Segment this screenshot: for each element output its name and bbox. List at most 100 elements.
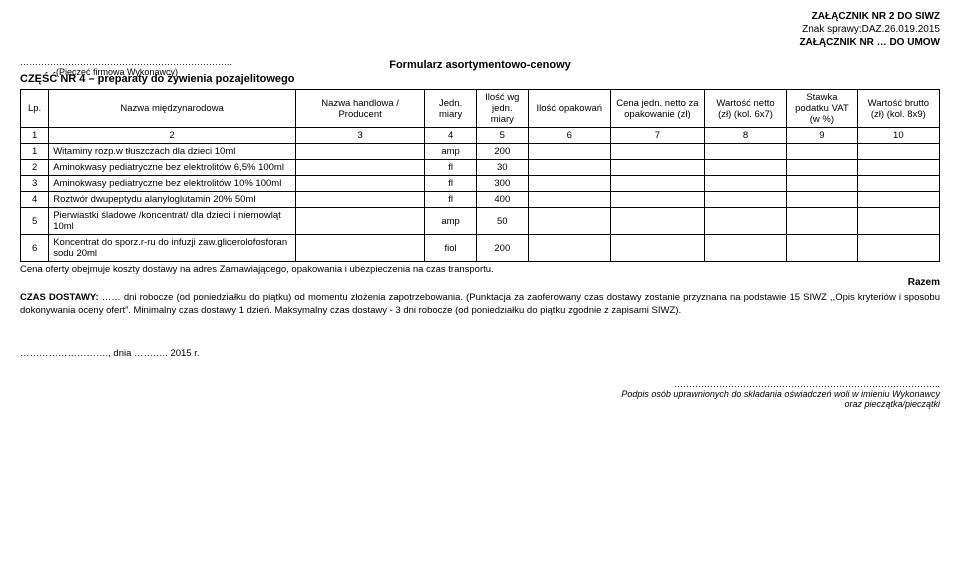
table-row: 5 Pierwiastki śladowe /koncentrat/ dla d… [21, 208, 940, 235]
cell-unit: fl [425, 160, 477, 176]
cell-name: Roztwór dwupeptydu alanyloglutamin 20% 5… [49, 192, 296, 208]
num-4: 4 [425, 128, 477, 144]
hdr-line1: ZAŁĄCZNIK NR 2 DO SIWZ [20, 10, 940, 23]
header-right: ZAŁĄCZNIK NR 2 DO SIWZ Znak sprawy:DAZ.2… [20, 10, 940, 49]
table-body: 1 Witaminy rozp.w tłuszczach dla dzieci … [21, 144, 940, 262]
cell-gross[interactable] [857, 208, 939, 235]
col-qty-per: Ilość wg jedn. miary [476, 90, 528, 128]
date-line: ………………………., dnia ……….. 2015 r. [20, 348, 940, 359]
hdr-line2: Znak sprawy:DAZ.26.019.2015 [20, 23, 940, 36]
cell-net[interactable] [704, 144, 786, 160]
hdr-line3: ZAŁĄCZNIK NR … DO UMOW [20, 36, 940, 49]
czas-label: CZAS DOSTAWY: [20, 292, 99, 303]
cell-net[interactable] [704, 208, 786, 235]
cell-price[interactable] [610, 235, 704, 262]
cell-lp: 4 [21, 192, 49, 208]
razem-label: Razem [20, 277, 940, 288]
cell-trade[interactable] [295, 235, 424, 262]
cell-packs[interactable] [528, 192, 610, 208]
num-2: 2 [49, 128, 296, 144]
cell-unit: amp [425, 144, 477, 160]
col-val-gross: Wartość brutto (zł) (kol. 8x9) [857, 90, 939, 128]
table-row: 3 Aminokwasy pediatryczne bez elektrolit… [21, 176, 940, 192]
cell-vat[interactable] [787, 192, 858, 208]
cell-vat[interactable] [787, 176, 858, 192]
cell-vat[interactable] [787, 160, 858, 176]
cell-unit: amp [425, 208, 477, 235]
czas-block: CZAS DOSTAWY: …… dni robocze (od poniedz… [20, 292, 940, 318]
sig-text-2: oraz pieczątka/pieczątki [20, 399, 940, 409]
cell-price[interactable] [610, 192, 704, 208]
cell-name: Aminokwasy pediatryczne bez elektrolitów… [49, 176, 296, 192]
cell-packs[interactable] [528, 144, 610, 160]
cell-lp: 3 [21, 176, 49, 192]
sig-dots: …………………………………………………………………………….. [20, 379, 940, 389]
cell-trade[interactable] [295, 160, 424, 176]
table-row: 2 Aminokwasy pediatryczne bez elektrolit… [21, 160, 940, 176]
num-1: 1 [21, 128, 49, 144]
cell-gross[interactable] [857, 235, 939, 262]
cell-trade[interactable] [295, 208, 424, 235]
cell-gross[interactable] [857, 144, 939, 160]
num-10: 10 [857, 128, 939, 144]
sig-text-1: Podpis osób uprawnionych do składania oś… [20, 389, 940, 399]
cell-qty: 50 [476, 208, 528, 235]
cell-price[interactable] [610, 208, 704, 235]
cell-unit: fl [425, 176, 477, 192]
cell-unit: fl [425, 192, 477, 208]
cell-gross[interactable] [857, 160, 939, 176]
cell-unit: fiol [425, 235, 477, 262]
col-val-net: Wartość netto (zł) (kol. 6x7) [704, 90, 786, 128]
cell-price[interactable] [610, 160, 704, 176]
part-label: CZĘŚĆ NR 4 – preparaty do żywienia pozaj… [20, 73, 940, 85]
cell-net[interactable] [704, 160, 786, 176]
cell-net[interactable] [704, 235, 786, 262]
czas-text: …… dni robocze (od poniedziałku do piątk… [20, 292, 940, 316]
col-packs: Ilość opakowań [528, 90, 610, 128]
num-9: 9 [787, 128, 858, 144]
cell-lp: 2 [21, 160, 49, 176]
cell-qty: 200 [476, 235, 528, 262]
cell-qty: 200 [476, 144, 528, 160]
col-lp: Lp. [21, 90, 49, 128]
cell-packs[interactable] [528, 235, 610, 262]
num-7: 7 [610, 128, 704, 144]
num-5: 5 [476, 128, 528, 144]
cell-lp: 6 [21, 235, 49, 262]
cell-packs[interactable] [528, 160, 610, 176]
cell-net[interactable] [704, 176, 786, 192]
col-price-pack: Cena jedn. netto za opakowanie (zł) [610, 90, 704, 128]
cell-vat[interactable] [787, 235, 858, 262]
table-row: 6 Koncentrat do sporz.r-ru do infuzji za… [21, 235, 940, 262]
col-trade: Nazwa handlowa / Producent [295, 90, 424, 128]
cell-net[interactable] [704, 192, 786, 208]
cell-trade[interactable] [295, 192, 424, 208]
cell-vat[interactable] [787, 144, 858, 160]
cell-lp: 1 [21, 144, 49, 160]
cell-lp: 5 [21, 208, 49, 235]
cell-trade[interactable] [295, 176, 424, 192]
signature-block: …………………………………………………………………………….. Podpis o… [20, 379, 940, 409]
num-6: 6 [528, 128, 610, 144]
cell-qty: 30 [476, 160, 528, 176]
cell-price[interactable] [610, 176, 704, 192]
main-table: Lp. Nazwa międzynarodowa Nazwa handlowa … [20, 89, 940, 262]
cell-gross[interactable] [857, 192, 939, 208]
cell-gross[interactable] [857, 176, 939, 192]
foot-note: Cena oferty obejmuje koszty dostawy na a… [20, 264, 940, 275]
table-row: 4 Roztwór dwupeptydu alanyloglutamin 20%… [21, 192, 940, 208]
cell-name: Koncentrat do sporz.r-ru do infuzji zaw.… [49, 235, 296, 262]
cell-price[interactable] [610, 144, 704, 160]
cell-packs[interactable] [528, 208, 610, 235]
col-vat: Stawka podatku VAT (w %) [787, 90, 858, 128]
cell-name: Aminokwasy pediatryczne bez elektrolitów… [49, 160, 296, 176]
cell-trade[interactable] [295, 144, 424, 160]
cell-qty: 300 [476, 176, 528, 192]
cell-packs[interactable] [528, 176, 610, 192]
num-3: 3 [295, 128, 424, 144]
col-intl: Nazwa międzynarodowa [49, 90, 296, 128]
cell-qty: 400 [476, 192, 528, 208]
cell-vat[interactable] [787, 208, 858, 235]
num-8: 8 [704, 128, 786, 144]
table-row: 1 Witaminy rozp.w tłuszczach dla dzieci … [21, 144, 940, 160]
